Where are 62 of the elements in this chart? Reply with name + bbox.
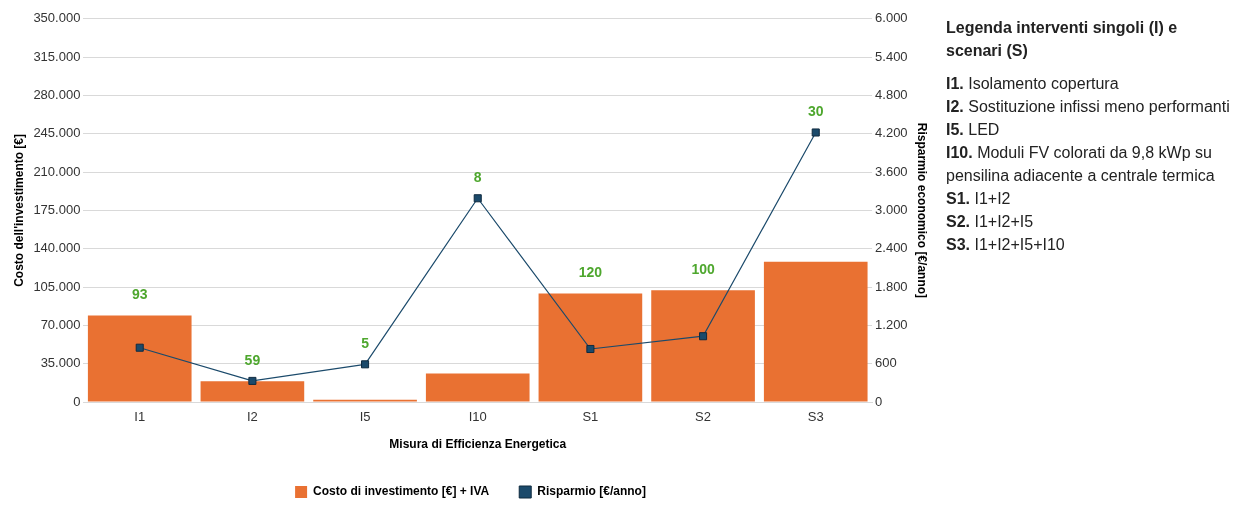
annotation: 8 bbox=[473, 169, 482, 186]
bar bbox=[538, 293, 643, 402]
x-tick-label: I2 bbox=[246, 409, 258, 425]
x-tick-label: I1 bbox=[134, 409, 146, 425]
x-tick-label: I10 bbox=[468, 409, 487, 425]
text: I1. Isolamento copertura bbox=[946, 74, 1120, 94]
y2-tick-label: 1.800 bbox=[875, 278, 908, 294]
y-tick-label: 105.000 bbox=[33, 278, 81, 294]
bar bbox=[425, 373, 530, 402]
y2-tick-label: 3.000 bbox=[875, 201, 908, 217]
text: Legenda interventi singoli (I) e scenari (S) bbox=[946, 18, 1179, 61]
x-tick-label: S1 bbox=[582, 409, 599, 425]
legend-label: Costo di investimento [€] + IVA bbox=[313, 484, 490, 499]
annotation: 59 bbox=[244, 351, 261, 368]
point bbox=[248, 376, 257, 385]
text: S3. I1+I2+I5+I10 bbox=[946, 235, 1066, 255]
text: I10. Moduli FV colorati da 9,8 kWp su pensilina adiacente a centrale termica bbox=[946, 143, 1216, 186]
y-tick-label: 0 bbox=[73, 393, 81, 409]
point bbox=[586, 344, 595, 354]
bar bbox=[763, 261, 868, 402]
y2-tick-label: 600 bbox=[875, 355, 897, 371]
bar bbox=[651, 290, 755, 402]
text: I2. Sostituzione infissi meno performanti bbox=[946, 97, 1231, 117]
y-tick-label: 35.000 bbox=[40, 355, 81, 371]
point bbox=[473, 194, 482, 203]
annotation: 30 bbox=[807, 103, 824, 120]
point bbox=[361, 360, 370, 369]
y-tick-label: 280.000 bbox=[33, 87, 81, 103]
legend-label: Risparmio [€/anno] bbox=[537, 484, 646, 499]
y-tick-label: 140.000 bbox=[33, 240, 81, 256]
bar bbox=[200, 381, 305, 402]
y-tick-label: 350.000 bbox=[33, 10, 81, 26]
y2-axis-title: Risparmio economico [€/anno] bbox=[915, 122, 930, 299]
point bbox=[699, 332, 708, 341]
y-tick-label: 175.000 bbox=[33, 201, 81, 217]
y2-tick-label: 4.200 bbox=[875, 125, 908, 141]
y2-tick-label: 1.200 bbox=[875, 316, 908, 332]
annotation: 100 bbox=[691, 261, 715, 278]
y-tick-label: 70.000 bbox=[40, 316, 81, 332]
y2-tick-label: 5.400 bbox=[875, 48, 908, 64]
y2-tick-label: 4.800 bbox=[875, 87, 908, 103]
x-tick-label: I5 bbox=[359, 409, 371, 425]
annotation: 93 bbox=[131, 286, 148, 303]
y2-tick-label: 2.400 bbox=[875, 240, 908, 256]
text: S1. I1+I2 bbox=[946, 189, 1012, 209]
y-axis-title: Costo dell'investimento [€] bbox=[11, 133, 26, 287]
y2-tick-label: 3.600 bbox=[875, 163, 908, 179]
y2-tick-label: 6.000 bbox=[875, 10, 908, 26]
x-tick-label: S3 bbox=[807, 409, 824, 425]
y-tick-label: 245.000 bbox=[33, 125, 81, 141]
annotation: 5 bbox=[361, 335, 370, 352]
text: I5. LED bbox=[946, 120, 1001, 140]
x-tick-label: S2 bbox=[695, 409, 712, 425]
x-axis-title: Misura di Efficienza Energetica bbox=[389, 437, 567, 452]
y-tick-label: 315.000 bbox=[33, 48, 81, 64]
y2-tick-label: 0 bbox=[875, 393, 883, 409]
text: S2. I1+I2+I5 bbox=[946, 212, 1035, 232]
bar bbox=[87, 315, 192, 402]
point bbox=[811, 128, 820, 137]
y-tick-label: 210.000 bbox=[33, 163, 81, 179]
annotation: 120 bbox=[578, 264, 603, 281]
point bbox=[135, 343, 144, 352]
